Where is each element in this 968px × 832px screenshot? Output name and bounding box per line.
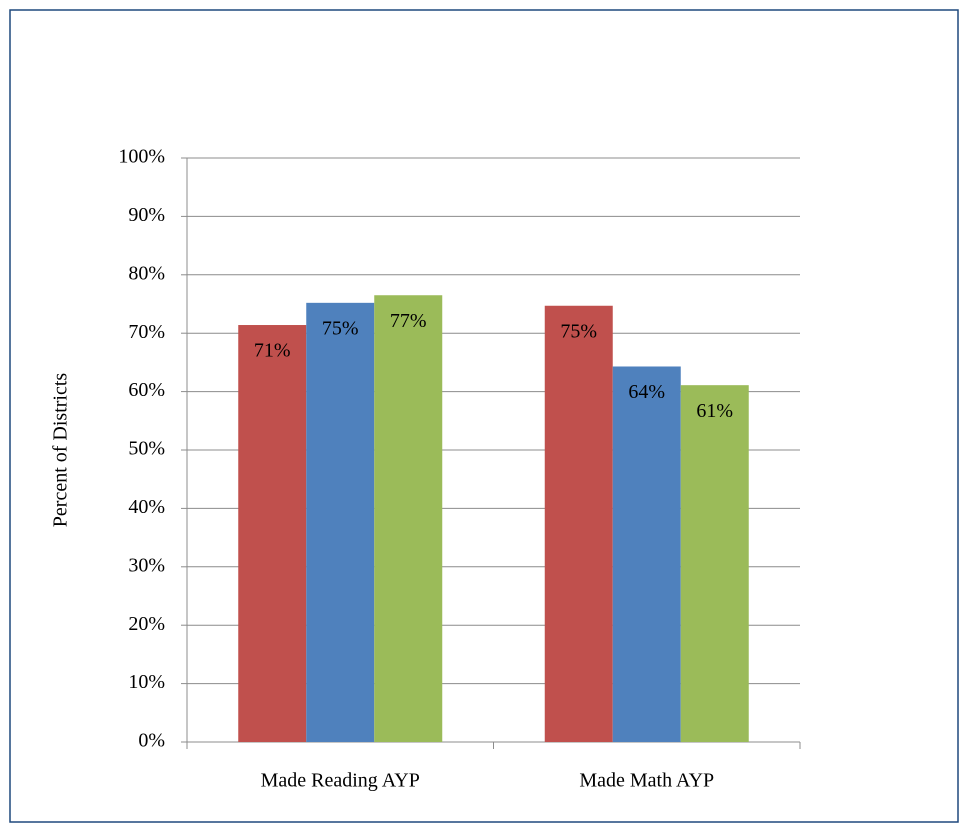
y-tick-label: 10%: [128, 671, 165, 693]
data-label: 71%: [254, 340, 291, 362]
data-label: 77%: [390, 310, 427, 332]
data-label: 75%: [322, 317, 359, 339]
chart-frame: [9, 9, 959, 823]
bar: [680, 385, 749, 742]
y-tick-label: 80%: [128, 262, 165, 284]
bar: [612, 366, 681, 742]
x-tick-label: Made Math AYP: [579, 770, 714, 792]
y-tick-label: 100%: [118, 146, 165, 168]
bar: [374, 295, 443, 742]
bar: [238, 325, 307, 742]
data-label: 64%: [628, 381, 665, 403]
data-label: 75%: [560, 320, 597, 342]
x-tick-label: Made Reading AYP: [261, 770, 420, 792]
y-tick-label: 0%: [138, 730, 165, 752]
y-tick-label: 20%: [128, 613, 165, 635]
y-tick-label: 40%: [128, 496, 165, 518]
y-tick-label: 50%: [128, 438, 165, 460]
bar: [544, 305, 613, 742]
y-tick-label: 90%: [128, 204, 165, 226]
bar: [306, 302, 375, 742]
y-tick-label: 30%: [128, 554, 165, 576]
y-tick-label: 70%: [128, 321, 165, 343]
y-tick-label: 60%: [128, 379, 165, 401]
y-axis-label: Percent of Districts: [50, 373, 72, 528]
data-label: 61%: [696, 400, 733, 422]
